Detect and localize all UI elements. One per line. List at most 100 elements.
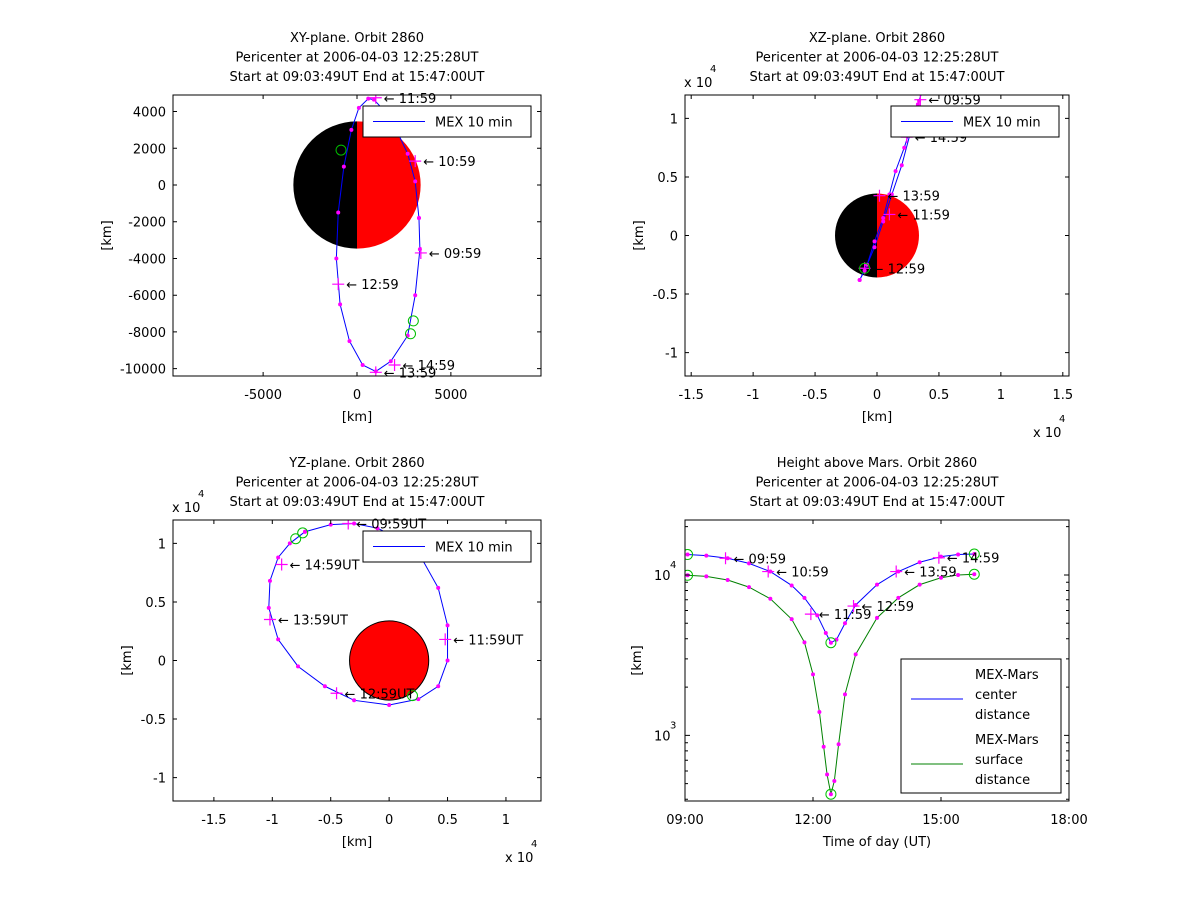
- orbit-point: [872, 245, 877, 250]
- orbit-point: [872, 239, 877, 244]
- legend: MEX 10 min: [362, 530, 532, 563]
- chart-title: Height above Mars. Orbit 2860 Pericenter …: [750, 456, 1005, 510]
- time-label: ← 13:59UT: [278, 614, 348, 629]
- series-point: [853, 652, 858, 657]
- x-tick-label: 0: [385, 813, 393, 828]
- hour-tick: [332, 278, 345, 291]
- orbit-point: [341, 164, 346, 169]
- chart-xy: XY-plane. Orbit 2860 Pericenter at 2006-0…: [100, 31, 542, 425]
- orbit-point: [416, 216, 421, 221]
- y-exponent-power: 4: [198, 489, 204, 500]
- x-tick-label: 0: [353, 388, 361, 403]
- hour-tick: [719, 552, 732, 565]
- hour-tick: [883, 208, 896, 221]
- series-point: [836, 742, 841, 747]
- series-point: [843, 621, 847, 626]
- chart-title: XZ-plane. Orbit 2860 Pericenter at 2006-0…: [750, 31, 1005, 85]
- y-exponent-label: x 10: [172, 501, 200, 516]
- chart-height: Height above Mars. Orbit 2860 Pericenter …: [630, 456, 1088, 850]
- time-label: ← 11:59UT: [453, 633, 523, 648]
- series-point: [972, 552, 977, 557]
- chart-title-line: Height above Mars. Orbit 2860: [777, 456, 977, 471]
- y-exponent-label: x 10: [684, 76, 712, 91]
- series-point: [802, 640, 807, 645]
- y-tick-label: 0.5: [145, 596, 166, 611]
- orbit-point: [276, 555, 281, 560]
- orbit-point: [338, 302, 343, 307]
- time-label: ← 09:59UT: [356, 518, 426, 533]
- series-point: [875, 582, 879, 587]
- y-tick-label: -1: [153, 772, 166, 787]
- x-exponent-power: 4: [1059, 414, 1065, 425]
- event-marker: [825, 637, 837, 649]
- hour-tick: [342, 520, 355, 530]
- series-point: [828, 792, 833, 797]
- time-label: ← 09:59: [734, 552, 787, 567]
- legend-label: distance: [975, 708, 1030, 723]
- x-tick-label: 09:00: [666, 813, 703, 828]
- legend-label: distance: [975, 773, 1030, 788]
- x-tick-label: 0.5: [437, 813, 458, 828]
- chart-title-line: Start at 09:03:49UT End at 15:47:00UT: [750, 495, 1005, 510]
- series-line: [687, 573, 975, 795]
- series-point: [832, 778, 837, 783]
- series-point: [825, 772, 830, 777]
- x-tick-label: -5000: [244, 388, 282, 403]
- event-marker: [859, 262, 871, 274]
- series-point: [768, 596, 773, 601]
- y-tick-label: 10: [654, 729, 671, 744]
- hour-tick: [414, 246, 427, 259]
- mars-disk: [349, 620, 430, 701]
- orbit-point: [902, 145, 907, 150]
- y-tick-label: 4000: [133, 106, 166, 121]
- x-tick-label: 5000: [434, 388, 467, 403]
- x-tick-label: 1.5: [1052, 388, 1073, 403]
- orbit-point: [266, 605, 271, 610]
- series-point: [843, 692, 847, 697]
- orbit-point: [436, 585, 441, 590]
- hour-tick: [804, 608, 817, 621]
- legend-label: surface: [975, 753, 1023, 768]
- legend: MEX 10 min: [890, 105, 1060, 138]
- series-point: [896, 595, 901, 600]
- event-marker: [335, 144, 347, 156]
- chart-title-line: Start at 09:03:49UT End at 15:47:00UT: [750, 70, 1005, 85]
- series-point: [917, 560, 922, 565]
- hour-tick: [762, 565, 775, 578]
- hour-tick: [847, 600, 860, 613]
- hour-tick: [388, 358, 401, 371]
- orbit-point: [881, 219, 886, 224]
- chart-title-line: Pericenter at 2006-04-03 12:25:28UT: [755, 51, 998, 66]
- y-tick-label: 0: [158, 179, 166, 194]
- orbit-point: [352, 698, 357, 703]
- y-tick-exponent: 3: [670, 720, 676, 731]
- series-point: [956, 572, 961, 577]
- hour-tick: [890, 565, 903, 578]
- series-point: [811, 672, 815, 677]
- x-tick-label: 1: [502, 813, 510, 828]
- hour-tick: [275, 558, 288, 571]
- orbit-point: [366, 96, 371, 101]
- time-label: ← 13:59: [384, 366, 437, 381]
- series-point: [685, 552, 690, 557]
- y-tick-label: -1: [665, 347, 678, 362]
- x-exponent-power: 4: [531, 839, 537, 850]
- legend: MEX 10 min: [362, 105, 532, 138]
- event-marker: [407, 315, 419, 327]
- series-point: [972, 572, 977, 577]
- series-point: [828, 640, 833, 645]
- orbit-point: [899, 163, 904, 168]
- time-label: ← 12:59: [346, 278, 399, 293]
- orbit-point: [445, 658, 450, 663]
- y-axis-label: [km]: [100, 220, 115, 250]
- orbit-point: [445, 623, 450, 628]
- orbit-point: [360, 362, 365, 367]
- x-tick-label: 0.5: [929, 388, 950, 403]
- legend-box: [900, 658, 1062, 794]
- hour-tick: [932, 551, 945, 564]
- x-axis-label: [km]: [862, 410, 892, 425]
- event-marker: [406, 690, 418, 702]
- time-label: ← 10:59: [776, 566, 829, 581]
- x-tick-label: 12:00: [794, 813, 831, 828]
- axes-box: [684, 519, 1070, 802]
